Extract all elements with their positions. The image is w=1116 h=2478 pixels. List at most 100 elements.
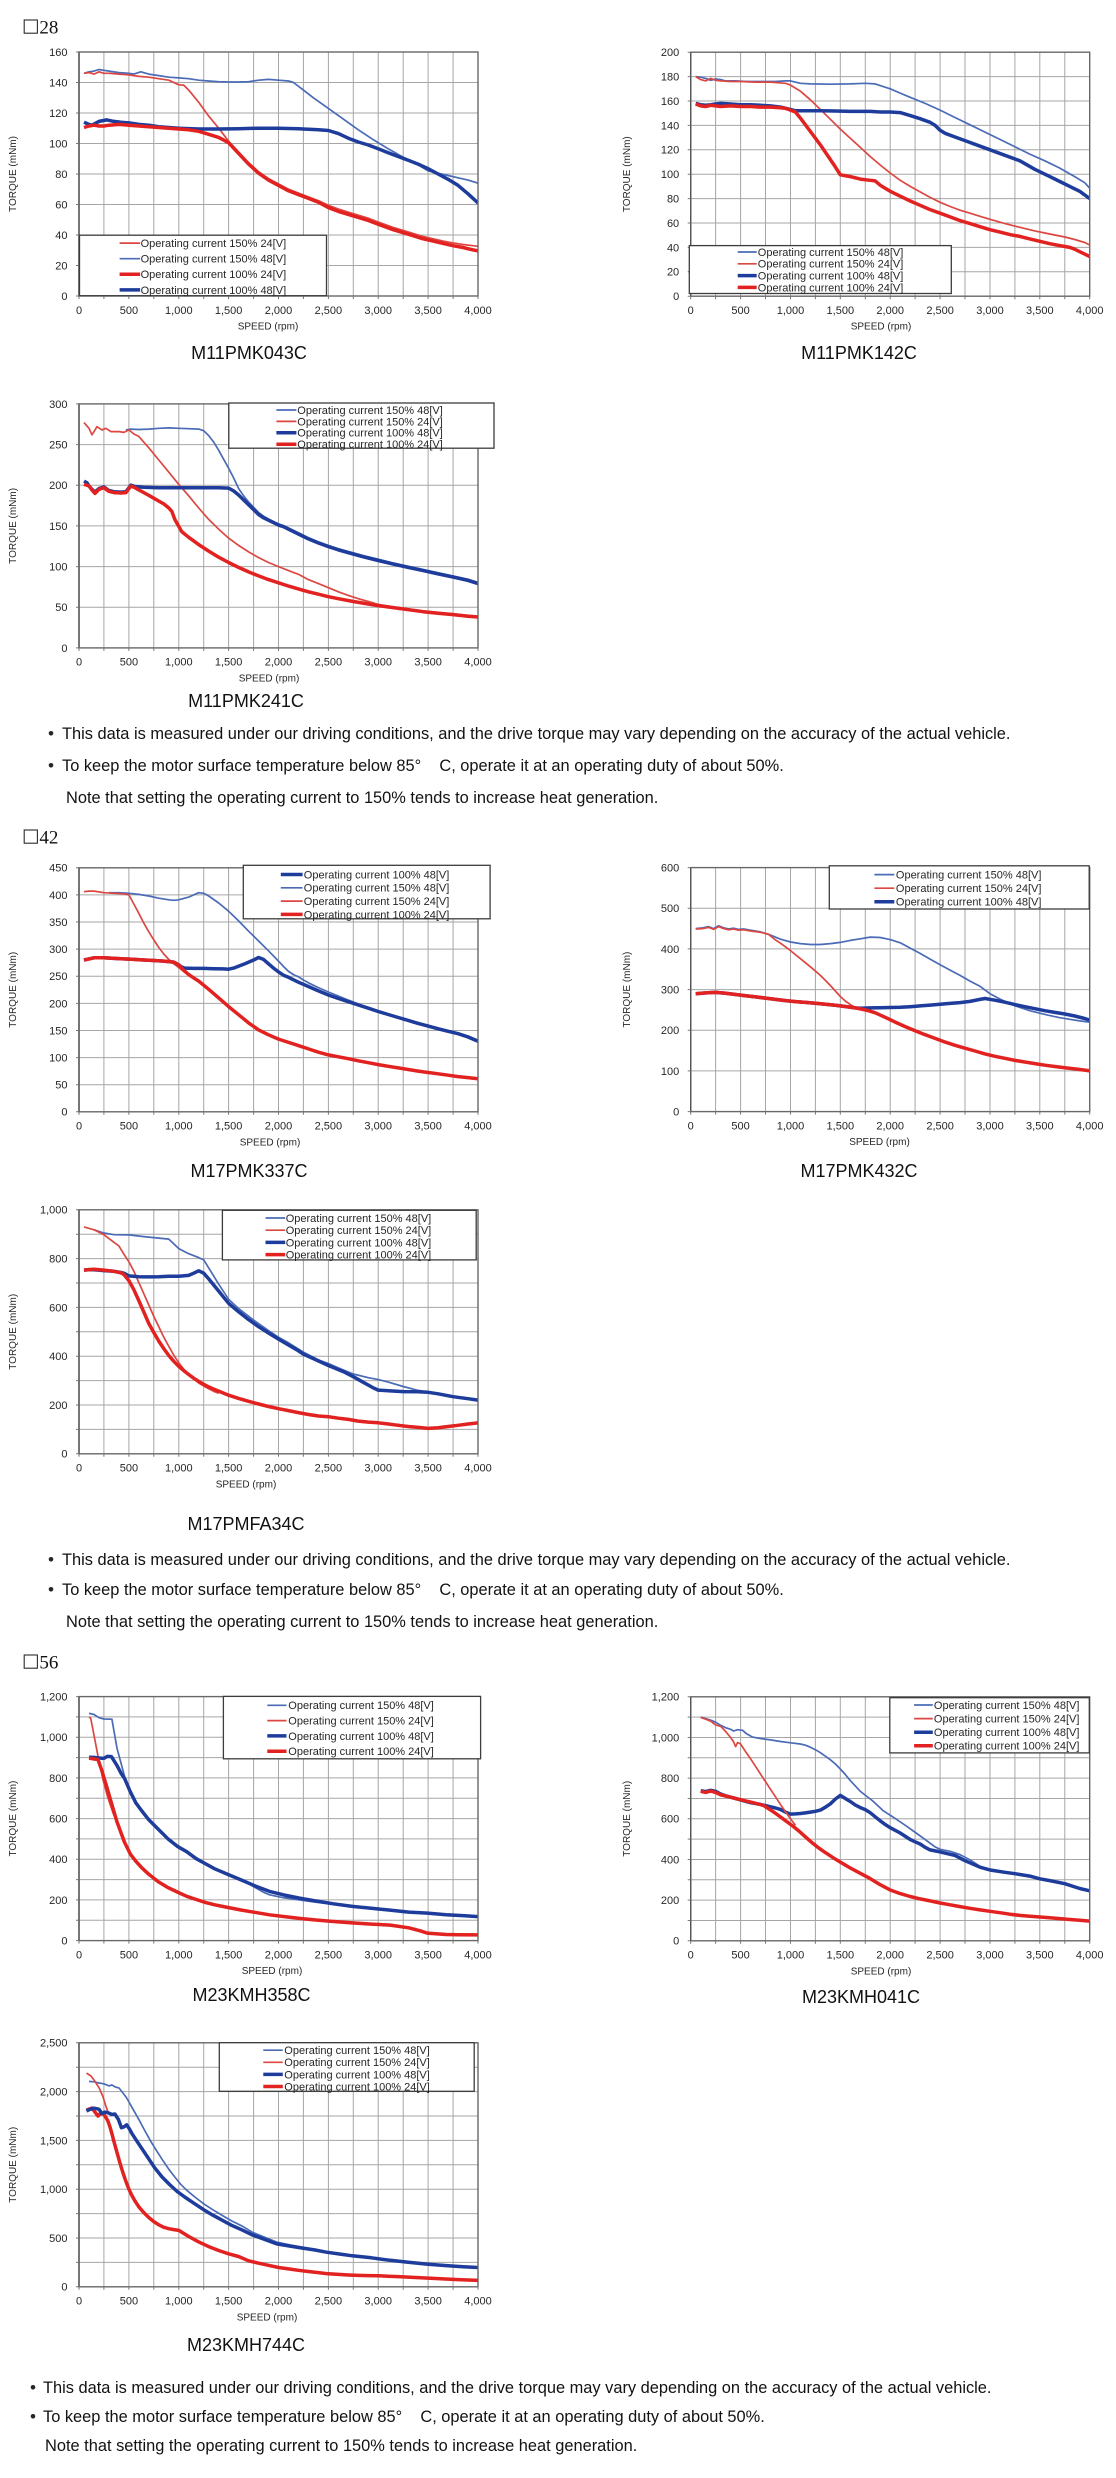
svg-text:3,500: 3,500 <box>1026 1120 1054 1132</box>
svg-text:3,000: 3,000 <box>976 305 1004 317</box>
svg-text:4,000: 4,000 <box>464 657 492 669</box>
svg-text:1,000: 1,000 <box>40 1205 68 1217</box>
svg-text:1,000: 1,000 <box>165 1463 193 1475</box>
svg-text:Operating current 150% 48[V]: Operating current 150% 48[V] <box>286 1213 432 1225</box>
svg-text:3,000: 3,000 <box>364 657 392 669</box>
svg-text:SPEED (rpm): SPEED (rpm) <box>237 2312 298 2323</box>
svg-text:TORQUE (mNm): TORQUE (mNm) <box>8 1294 19 1370</box>
svg-text:Operating current 150% 24[V]: Operating current 150% 24[V] <box>758 259 904 271</box>
svg-text:TORQUE (mNm): TORQUE (mNm) <box>8 2127 19 2203</box>
svg-text:4,000: 4,000 <box>464 2296 492 2308</box>
svg-text:3,500: 3,500 <box>414 1121 442 1133</box>
svg-text:1,500: 1,500 <box>827 305 855 317</box>
svg-text:Operating current 100% 48[V]: Operating current 100% 48[V] <box>286 1237 432 1249</box>
svg-text:Operating current 100% 24[V]: Operating current 100% 24[V] <box>297 439 443 451</box>
svg-text:200: 200 <box>49 1895 67 1907</box>
svg-text:0: 0 <box>61 1449 67 1461</box>
svg-text:150: 150 <box>49 521 67 533</box>
svg-text:200: 200 <box>49 998 67 1010</box>
svg-text:SPEED (rpm): SPEED (rpm) <box>242 1966 303 1977</box>
svg-text:2,500: 2,500 <box>315 657 343 669</box>
svg-text:2,500: 2,500 <box>315 2296 343 2308</box>
svg-text:To keep the motor surface temp: To keep the motor surface temperature be… <box>62 757 784 775</box>
svg-text:3,000: 3,000 <box>364 305 392 317</box>
svg-text:4,000: 4,000 <box>1076 1120 1104 1132</box>
svg-text:1,500: 1,500 <box>215 1121 243 1133</box>
svg-text:450: 450 <box>49 863 67 875</box>
svg-text:M17PMK337C: M17PMK337C <box>190 1161 307 1181</box>
svg-text:1,200: 1,200 <box>40 1692 68 1704</box>
svg-text:Operating current 150% 48[V]: Operating current 150% 48[V] <box>288 1700 434 1712</box>
svg-text:2,000: 2,000 <box>265 1949 293 1961</box>
svg-text:400: 400 <box>49 1854 67 1866</box>
svg-text:2,000: 2,000 <box>265 657 293 669</box>
svg-text:SPEED (rpm): SPEED (rpm) <box>851 1966 912 1977</box>
svg-text:4,000: 4,000 <box>464 1463 492 1475</box>
svg-text:TORQUE (mNm): TORQUE (mNm) <box>622 1781 633 1857</box>
svg-text:Operating current 150% 48[V]: Operating current 150% 48[V] <box>304 883 450 895</box>
svg-text:1,000: 1,000 <box>165 657 193 669</box>
svg-text:20: 20 <box>667 267 679 279</box>
svg-text:0: 0 <box>76 1463 82 1475</box>
svg-text:0: 0 <box>76 305 82 317</box>
svg-text:TORQUE (mNm): TORQUE (mNm) <box>8 1781 19 1857</box>
svg-text:Operating current 150% 24[V]: Operating current 150% 24[V] <box>896 883 1042 895</box>
svg-text:250: 250 <box>49 440 67 452</box>
svg-text:Operating current 100% 48[V]: Operating current 100% 48[V] <box>934 1727 1080 1739</box>
svg-text:0: 0 <box>688 305 694 317</box>
svg-text:TORQUE (mNm): TORQUE (mNm) <box>8 952 19 1028</box>
svg-text:Operating current 100% 48[V]: Operating current 100% 48[V] <box>304 869 450 881</box>
svg-text:0: 0 <box>673 1936 679 1948</box>
svg-text:2,000: 2,000 <box>265 1463 293 1475</box>
svg-text:140: 140 <box>661 120 679 132</box>
svg-text:20: 20 <box>55 260 67 272</box>
svg-text:600: 600 <box>661 1814 679 1826</box>
svg-text:Operating current 150% 24[V]: Operating current 150% 24[V] <box>304 896 450 908</box>
svg-text:M11PMK142C: M11PMK142C <box>801 343 917 363</box>
svg-text:100: 100 <box>661 1066 679 1078</box>
svg-text:40: 40 <box>667 242 679 254</box>
svg-text:300: 300 <box>661 985 679 997</box>
svg-text:500: 500 <box>120 1949 138 1961</box>
svg-text:2,500: 2,500 <box>315 305 343 317</box>
svg-text:Operating current 150% 48[V]: Operating current 150% 48[V] <box>297 405 443 417</box>
svg-text:1,200: 1,200 <box>652 1692 680 1704</box>
svg-text:3,500: 3,500 <box>414 305 442 317</box>
svg-text:0: 0 <box>76 2296 82 2308</box>
svg-text:3,500: 3,500 <box>414 1463 442 1475</box>
svg-text:500: 500 <box>731 305 749 317</box>
svg-text:200: 200 <box>49 480 67 492</box>
svg-text:1,500: 1,500 <box>40 2135 68 2147</box>
svg-text:2,500: 2,500 <box>926 305 954 317</box>
svg-text:1,500: 1,500 <box>215 1949 243 1961</box>
svg-text:3,000: 3,000 <box>976 1120 1004 1132</box>
svg-text:500: 500 <box>120 1121 138 1133</box>
svg-text:1,000: 1,000 <box>165 2296 193 2308</box>
svg-text:1,000: 1,000 <box>40 2184 68 2196</box>
svg-text:400: 400 <box>661 944 679 956</box>
svg-text:120: 120 <box>49 108 67 120</box>
svg-text:800: 800 <box>49 1773 67 1785</box>
svg-text:0: 0 <box>61 291 67 303</box>
svg-text:3,000: 3,000 <box>364 2296 392 2308</box>
svg-text:200: 200 <box>661 1025 679 1037</box>
svg-text:2,000: 2,000 <box>265 1121 293 1133</box>
svg-text:3,500: 3,500 <box>1026 1950 1054 1962</box>
svg-text:100: 100 <box>49 138 67 150</box>
svg-text:2,000: 2,000 <box>265 2296 293 2308</box>
svg-text:Operating current 150% 24[V]: Operating current 150% 24[V] <box>288 1716 434 1728</box>
svg-text:1,000: 1,000 <box>165 1121 193 1133</box>
svg-text:2,000: 2,000 <box>876 1950 904 1962</box>
svg-text:Operating current 100% 48[V]: Operating current 100% 48[V] <box>141 285 287 297</box>
svg-text:1,500: 1,500 <box>215 305 243 317</box>
svg-text:Operating current 100% 24[V]: Operating current 100% 24[V] <box>934 1741 1080 1753</box>
svg-text:Operating current 150% 48[V]: Operating current 150% 48[V] <box>934 1700 1080 1712</box>
svg-text:2,500: 2,500 <box>315 1121 343 1133</box>
svg-text:4,000: 4,000 <box>464 1121 492 1133</box>
svg-text:350: 350 <box>49 917 67 929</box>
svg-text:2,000: 2,000 <box>40 2087 68 2099</box>
svg-text:M23KMH041C: M23KMH041C <box>802 1987 920 2007</box>
svg-text:1,000: 1,000 <box>777 1950 805 1962</box>
svg-text:1,000: 1,000 <box>165 1949 193 1961</box>
svg-text:60: 60 <box>667 218 679 230</box>
